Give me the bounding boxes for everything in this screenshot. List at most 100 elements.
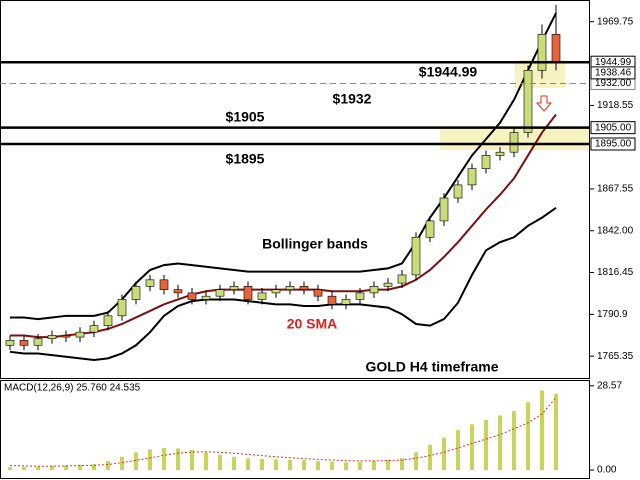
candle-body <box>313 289 323 297</box>
y-tick-label: 1816.45 <box>597 267 634 278</box>
annotation: $1895 <box>226 151 265 167</box>
y-tick-label: 0.00 <box>597 465 617 476</box>
candle-body <box>537 34 547 71</box>
candle-body <box>117 299 127 317</box>
candle-body <box>61 335 71 338</box>
macd-bar <box>148 449 152 471</box>
macd-panel-frame <box>0 380 590 479</box>
main-panel-frame <box>0 0 590 379</box>
candle-body <box>327 295 337 305</box>
macd-bar <box>64 465 68 471</box>
candle-body <box>341 299 351 305</box>
macd-bar <box>344 462 348 471</box>
macd-bar <box>428 444 432 471</box>
macd-bar <box>274 459 278 471</box>
macd-bar <box>316 461 320 471</box>
macd-bar <box>232 456 236 471</box>
macd-bar <box>288 459 292 471</box>
indicator-line <box>9 206 557 362</box>
candle-body <box>425 220 435 238</box>
annotation: $1932 <box>333 91 372 107</box>
candle-body <box>145 279 155 287</box>
candle-body <box>397 274 407 284</box>
macd-title: MACD(12,26,9) 25.760 24.535 <box>4 383 141 394</box>
macd-bar <box>372 460 376 471</box>
candle-body <box>5 340 15 346</box>
macd-bar <box>330 461 334 471</box>
price-label-box <box>590 137 636 151</box>
macd-bar <box>246 458 250 471</box>
price-label: 1938.46 <box>595 68 632 79</box>
price-label: 1944.99 <box>595 57 632 68</box>
candle-body <box>467 168 477 186</box>
y-tick-label: 1790.9 <box>597 309 628 320</box>
macd-bar <box>120 456 124 471</box>
candle-body <box>89 325 99 333</box>
annotation: $1905 <box>226 109 265 125</box>
price-label-box <box>590 121 636 135</box>
y-tick-label: 1969.75 <box>597 16 634 27</box>
macd-bar <box>78 464 82 471</box>
annotation: $1944.99 <box>419 64 478 80</box>
indicator-line <box>10 113 557 339</box>
macd-bar <box>36 466 40 471</box>
candle-body <box>523 70 533 133</box>
macd-bar <box>106 461 110 471</box>
macd-bar <box>414 452 418 471</box>
annotation: GOLD H4 timeframe <box>365 359 498 375</box>
candle-body <box>369 286 379 294</box>
macd-bar <box>456 430 460 471</box>
price-label-box <box>590 66 636 80</box>
indicator-line <box>10 12 557 321</box>
macd-bar <box>386 459 390 471</box>
macd-bar <box>484 419 488 471</box>
candle-body <box>173 289 183 294</box>
macd-bar <box>554 394 558 471</box>
macd-bar <box>176 448 180 471</box>
candle-body <box>271 289 281 294</box>
macd-bar <box>400 458 404 471</box>
candle-body <box>383 282 393 287</box>
candle-body <box>551 34 561 63</box>
macd-bar <box>540 390 544 471</box>
y-tick-label: 1842.00 <box>597 225 634 236</box>
candle-body <box>355 292 365 300</box>
candle-body <box>481 155 491 169</box>
candle-body <box>257 292 267 300</box>
price-label: 1895.00 <box>595 139 632 150</box>
macd-bar <box>50 465 54 471</box>
y-tick-label: 1918.55 <box>597 100 634 111</box>
annotation: Bollinger bands <box>262 236 368 252</box>
candle-body <box>75 331 85 338</box>
macd-bar <box>470 424 474 471</box>
candle-body <box>453 184 463 199</box>
macd-bar <box>8 467 12 471</box>
down-arrow <box>535 95 553 112</box>
annotation: 20 SMA <box>287 316 338 332</box>
candle-body <box>187 292 197 300</box>
macd-bar <box>442 437 446 471</box>
candle-body <box>285 286 295 290</box>
candle-body <box>411 236 421 276</box>
macd-bar <box>302 460 306 471</box>
candle-body <box>19 340 29 346</box>
macd-bar <box>512 411 516 471</box>
price-label: 1932.00 <box>595 78 632 89</box>
macd-bar <box>204 452 208 471</box>
candle-body <box>215 289 225 297</box>
candle-body <box>439 197 449 222</box>
candle-body <box>33 338 43 346</box>
y-tick-label: 1765.35 <box>597 351 634 362</box>
candle-body <box>243 286 253 300</box>
candle-body <box>201 295 211 300</box>
y-tick-label: 28.57 <box>597 380 622 391</box>
signal-line <box>9 397 557 467</box>
candle-body <box>495 151 505 156</box>
macd-bar <box>162 447 166 471</box>
macd-bar <box>190 449 194 471</box>
candle-body <box>103 315 113 326</box>
candle-body <box>159 279 169 290</box>
macd-bar <box>358 461 362 471</box>
macd-bar <box>260 458 264 471</box>
